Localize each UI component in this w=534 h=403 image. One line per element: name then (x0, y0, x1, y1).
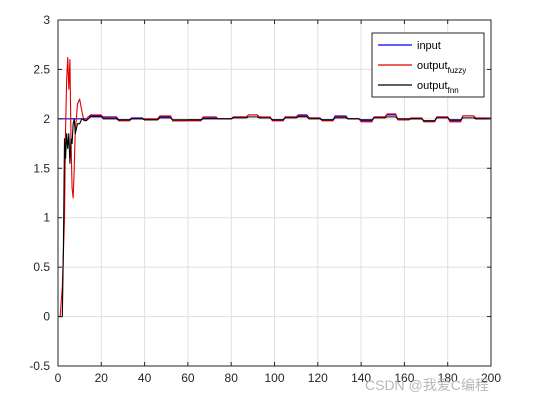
series-line-output-fnn (58, 116, 491, 318)
legend-label: outputfnn (417, 80, 459, 95)
series-layer (58, 57, 491, 318)
x-tick-label: 60 (181, 371, 195, 385)
y-tick-label: 0 (43, 310, 50, 324)
x-tick-label: 0 (55, 371, 62, 385)
legend-label-base: output (417, 60, 448, 72)
tick-labels: 0 20 40 60 80 100 120 140 160 180 200 -0.5 0 0.5 1 1.5 2… (29, 13, 501, 385)
x-tick-label: 40 (138, 371, 152, 385)
y-tick-label: 2.5 (33, 62, 50, 76)
x-tick-label: 200 (481, 371, 501, 385)
x-tick-label: 120 (308, 371, 328, 385)
x-tick-label: 20 (95, 371, 109, 385)
y-tick-label: 1 (43, 211, 50, 225)
y-tick-label: 1.5 (33, 161, 50, 175)
y-tick-label: 0.5 (33, 260, 50, 274)
y-tick-label: 3 (43, 13, 50, 27)
x-tick-label: 180 (438, 371, 458, 385)
legend-label: outputfuzzy (417, 60, 466, 75)
legend-label-subscript: fnn (448, 86, 459, 95)
legend-label-base: input (417, 40, 441, 52)
x-tick-label: 80 (225, 371, 239, 385)
axes (57, 19, 492, 367)
legend-label-base: output (417, 80, 448, 92)
x-tick-label: 100 (264, 371, 284, 385)
legend-label-subscript: fuzzy (448, 66, 467, 75)
x-tick-label: 160 (394, 371, 414, 385)
watermark-text: CSDN @我爱C编程 (365, 377, 489, 393)
y-tick-label: 2 (43, 112, 50, 126)
legend-label: input (417, 40, 441, 52)
y-tick-label: -0.5 (29, 359, 50, 373)
x-tick-label: 140 (351, 371, 371, 385)
